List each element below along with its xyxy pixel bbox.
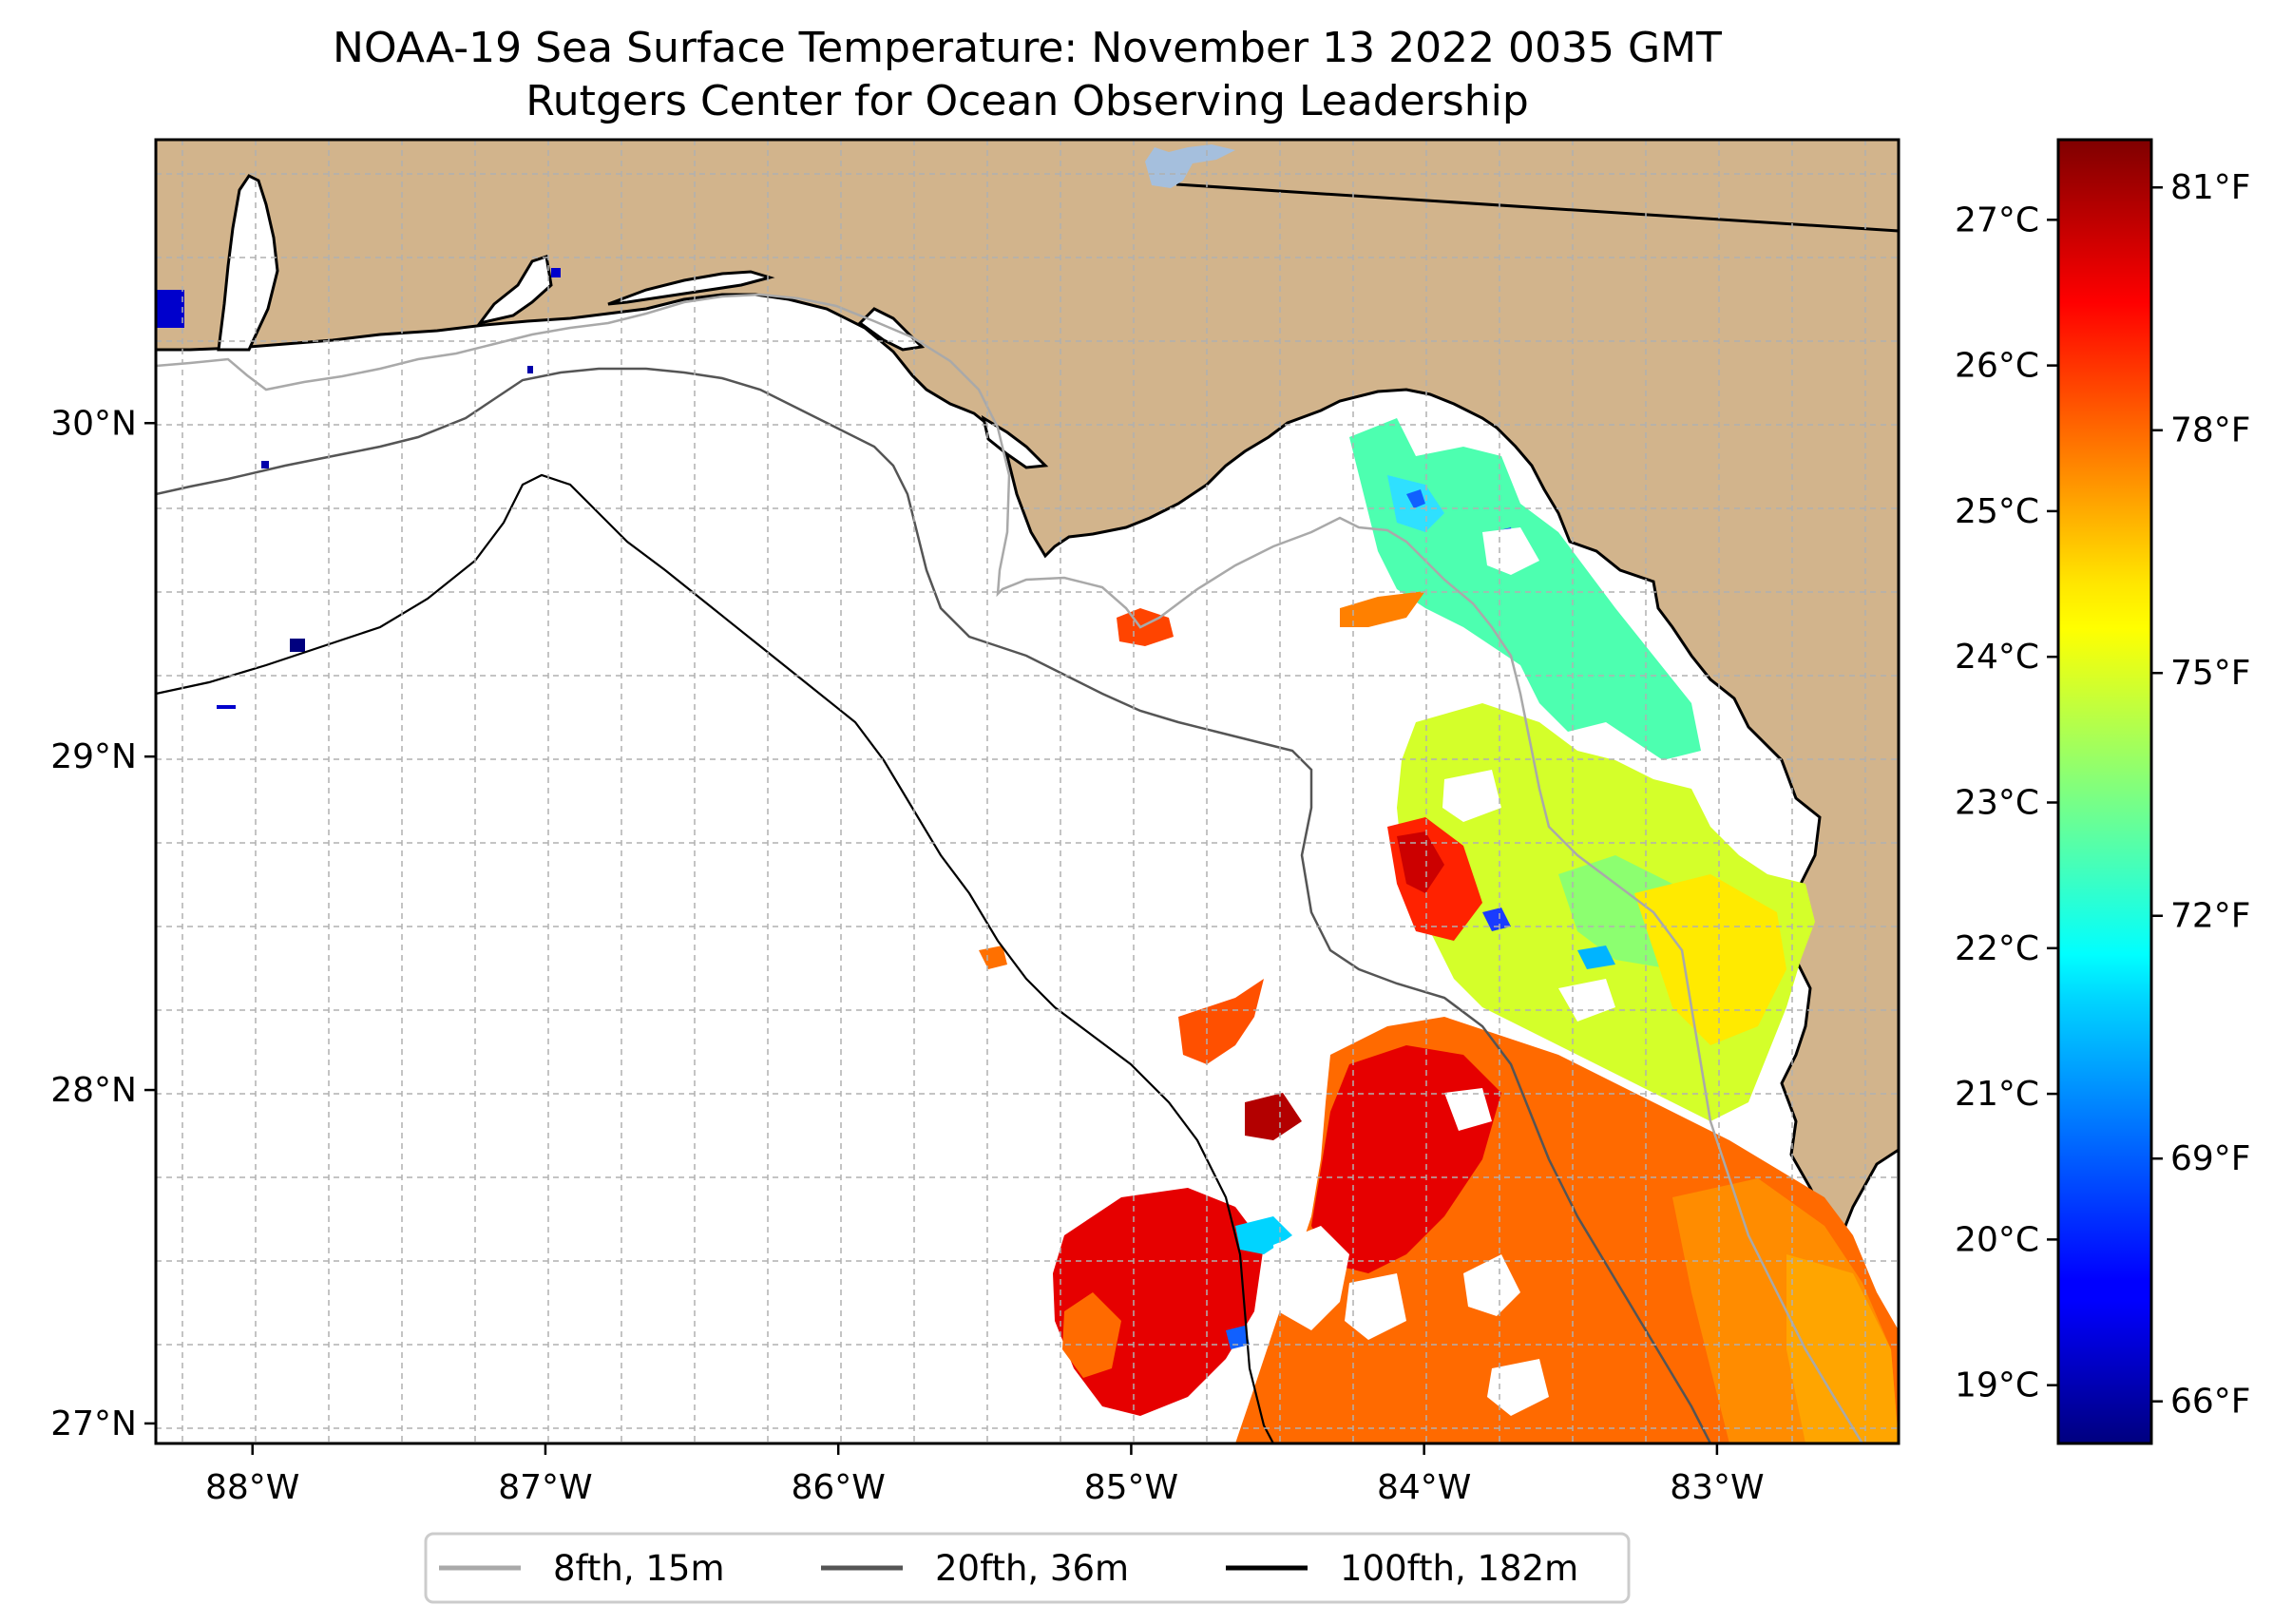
cloud-gap [1463, 1254, 1520, 1316]
celsius-tick-label: 19°C [1955, 1366, 2039, 1405]
longitude-axis: 88°W 87°W 86°W 85°W 84°W 83°W [205, 1443, 1765, 1507]
lon-tick-label: 85°W [1084, 1468, 1178, 1507]
lon-tick-label: 83°W [1670, 1468, 1764, 1507]
fahrenheit-tick-label: 69°F [2170, 1139, 2251, 1178]
pensacola-bay [476, 255, 553, 326]
isobath-legend: 8fth, 15m 20fth, 36m 100fth, 182m [424, 1532, 1631, 1604]
celsius-tick-label: 22°C [1955, 929, 2039, 968]
colorbar-celsius-axis: 27°C 26°C 25°C 24°C 23°C 22°C 21°C 20°C 19°C [1955, 201, 2058, 1405]
sst-patch [217, 705, 236, 709]
celsius-tick-label: 25°C [1955, 492, 2039, 531]
fahrenheit-tick-label: 81°F [2170, 168, 2251, 207]
legend-label-20fth: 20fth, 36m [935, 1548, 1129, 1589]
sst-patch [1397, 831, 1444, 893]
cloud-gap [1482, 527, 1539, 575]
gridlines [156, 140, 1899, 1443]
celsius-tick-label: 23°C [1955, 783, 2039, 822]
sst-patch [1245, 1093, 1302, 1140]
fahrenheit-tick-label: 66°F [2170, 1383, 2251, 1422]
sst-patch [527, 366, 533, 373]
legend-box [424, 1532, 1631, 1604]
isobath-8fth [156, 293, 1864, 1443]
map-panel [156, 140, 1899, 1443]
lake-seminole [1145, 144, 1235, 188]
sst-data-layer [156, 268, 1899, 1443]
sst-patch [1786, 1254, 1899, 1443]
sst-patch [261, 461, 269, 468]
sst-patch [1482, 908, 1511, 931]
sst-patch [1340, 591, 1425, 627]
latitude-axis: 30°N 29°N 28°N 27°N [50, 404, 156, 1443]
choctawhatchee-bay [607, 270, 775, 306]
fahrenheit-tick-label: 72°F [2170, 897, 2251, 936]
celsius-tick-label: 24°C [1955, 638, 2039, 677]
celsius-tick-label: 27°C [1955, 201, 2039, 239]
colorbar-fahrenheit-axis: 81°F 78°F 75°F 72°F 69°F 66°F [2151, 168, 2251, 1422]
title-line-1: NOAA-19 Sea Surface Temperature: Novembe… [333, 24, 1722, 72]
legend-label-100fth: 100fth, 182m [1340, 1548, 1578, 1589]
sst-patch [1178, 979, 1264, 1064]
title-line-2: Rutgers Center for Ocean Observing Leade… [525, 77, 1529, 125]
state-border-line [1175, 182, 1899, 233]
lon-tick-label: 88°W [205, 1468, 299, 1507]
sst-patch [551, 268, 561, 277]
lon-tick-label: 87°W [498, 1468, 592, 1507]
sst-patch [1577, 946, 1615, 969]
lat-tick-label: 29°N [50, 737, 137, 776]
cloud-gap [1273, 1226, 1349, 1330]
cloud-gap [1345, 1273, 1406, 1340]
sst-patch [156, 290, 184, 328]
lat-tick-label: 27°N [50, 1404, 137, 1443]
lon-tick-label: 84°W [1377, 1468, 1471, 1507]
lat-tick-label: 28°N [50, 1071, 137, 1110]
sst-patch [1062, 1292, 1121, 1378]
sst-patch [290, 639, 305, 652]
fahrenheit-tick-label: 75°F [2170, 654, 2251, 693]
celsius-tick-label: 20°C [1955, 1220, 2039, 1259]
sst-patch [1634, 874, 1786, 1045]
fahrenheit-tick-label: 78°F [2170, 411, 2251, 450]
celsius-tick-label: 21°C [1955, 1075, 2039, 1114]
celsius-tick-label: 26°C [1955, 347, 2039, 386]
lon-tick-label: 86°W [791, 1468, 885, 1507]
sst-patch [1406, 489, 1425, 508]
legend-label-8fth: 8fth, 15m [553, 1548, 725, 1589]
sst-patch [1226, 1326, 1250, 1349]
isobath-20fth [156, 367, 1712, 1443]
cloud-gap [1444, 1088, 1492, 1131]
lat-tick-label: 30°N [50, 404, 137, 443]
colorbar [2056, 138, 2153, 1445]
mobile-bay [217, 174, 279, 352]
map-frame [154, 138, 1900, 1445]
land-florida [156, 140, 1899, 1303]
sst-patch [979, 946, 1007, 969]
cloud-gap [1442, 770, 1501, 822]
cloud-gap [1487, 1359, 1549, 1416]
